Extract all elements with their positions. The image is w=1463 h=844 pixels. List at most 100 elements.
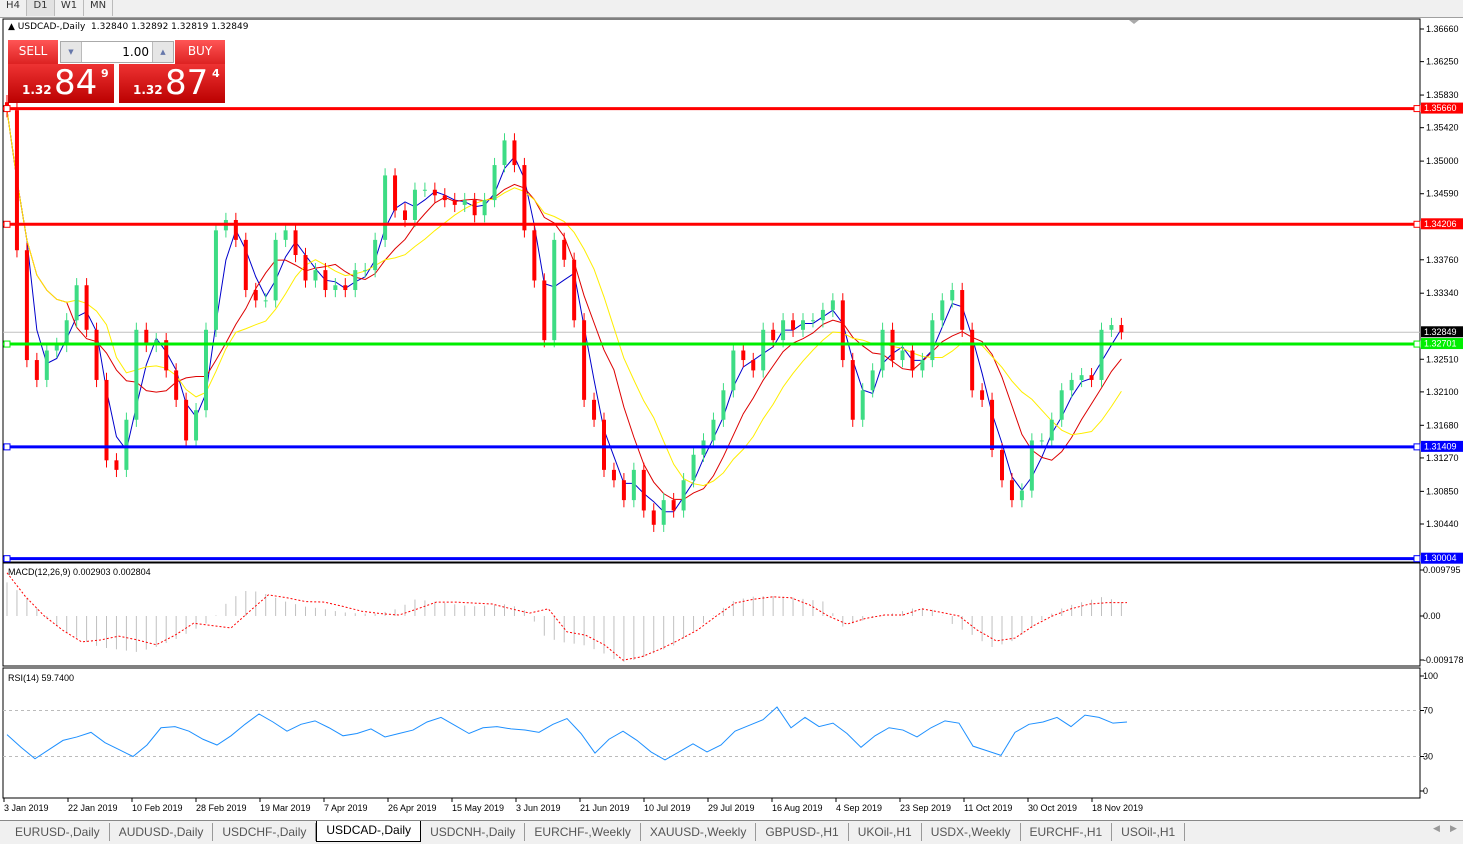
- sell-price-prefix: 1.32: [22, 83, 52, 97]
- candle: [204, 322, 208, 418]
- main-pane-frame: [2, 18, 1421, 563]
- candle-body: [661, 500, 666, 525]
- candle: [1019, 483, 1024, 508]
- candle: [512, 133, 517, 173]
- scroll-right-icon[interactable]: ▶: [1450, 824, 1457, 834]
- candle-body: [681, 480, 686, 511]
- price-tick-label: 1.34590: [1426, 189, 1459, 199]
- candle: [64, 313, 69, 353]
- candle: [303, 247, 308, 288]
- tab-usdx-weekly[interactable]: USDX-,Weekly: [922, 823, 1021, 841]
- chart-ohlc: 1.32840 1.32892 1.32819 1.32849: [91, 22, 249, 32]
- line-handle-icon: [1413, 340, 1421, 348]
- candle-body: [114, 460, 119, 470]
- candle-body: [532, 230, 537, 281]
- hline-price-tag: [1421, 338, 1463, 350]
- candle-body: [980, 390, 985, 400]
- price-tick-label: 1.31680: [1426, 420, 1459, 430]
- candle: [14, 103, 19, 258]
- tab-audusd-daily[interactable]: AUDUSD-,Daily: [110, 823, 214, 841]
- line-handle-icon: [1413, 105, 1421, 113]
- candle: [1009, 473, 1014, 508]
- tab-eurchf-weekly[interactable]: EURCHF-,Weekly: [525, 823, 641, 841]
- candle: [54, 337, 59, 358]
- candle: [243, 232, 248, 298]
- timeframe-d1[interactable]: D1: [27, 0, 55, 16]
- candle: [313, 262, 318, 288]
- candle: [651, 503, 656, 532]
- candle-body: [492, 165, 497, 201]
- candle-body: [64, 320, 69, 345]
- candle-body: [1119, 325, 1124, 333]
- candle-body: [1009, 480, 1014, 501]
- candle: [1029, 433, 1034, 498]
- buy-button[interactable]: BUY: [175, 40, 225, 64]
- candle-body: [1079, 375, 1084, 380]
- rsi-tick-label: 100: [1423, 671, 1438, 681]
- candle: [34, 352, 39, 388]
- candle: [582, 313, 587, 408]
- sell-price-fraction: 9: [101, 67, 109, 80]
- tab-gbpusd-h1[interactable]: GBPUSD-,H1: [756, 823, 849, 841]
- lot-size-stepper[interactable]: ▼ 1.00 ▲: [60, 41, 174, 63]
- candle-body: [1069, 379, 1074, 391]
- candle: [432, 182, 437, 203]
- candle: [1039, 433, 1044, 448]
- candle-body: [1109, 325, 1114, 330]
- candle: [880, 322, 885, 378]
- date-tick-label: 10 Feb 2019: [132, 803, 183, 813]
- candle: [900, 343, 905, 368]
- price-tick-label: 1.33340: [1426, 288, 1459, 298]
- candle-body: [840, 300, 845, 361]
- chart-shift-marker-icon: [1129, 20, 1139, 24]
- collapse-arrow-icon[interactable]: ▲: [8, 22, 15, 32]
- tab-xauusd-weekly[interactable]: XAUUSD-,Weekly: [641, 823, 757, 841]
- tab-usdcnh-daily[interactable]: USDCNH-,Daily: [421, 823, 526, 841]
- candle: [542, 273, 547, 348]
- increase-lot-icon[interactable]: ▲: [152, 42, 173, 62]
- candle-body: [582, 320, 587, 400]
- candle-body: [940, 300, 945, 321]
- candle-body: [1029, 440, 1034, 491]
- price-tick-label: 1.36250: [1426, 57, 1459, 67]
- candle: [323, 262, 328, 298]
- candle-body: [154, 340, 159, 345]
- date-tick-label: 10 Jul 2019: [644, 803, 691, 813]
- tab-eurusd-daily[interactable]: EURUSD-,Daily: [6, 823, 110, 841]
- lot-size-input[interactable]: 1.00: [122, 45, 149, 59]
- scroll-left-icon[interactable]: ◀: [1433, 824, 1440, 834]
- decrease-lot-icon[interactable]: ▼: [61, 42, 82, 62]
- candle: [452, 192, 457, 213]
- candle: [383, 168, 388, 248]
- timeframe-mn[interactable]: MN: [84, 0, 113, 16]
- hline-price-label: 1.34206: [1424, 219, 1457, 229]
- ma-slow-line: [6, 110, 1122, 487]
- candle: [472, 192, 477, 223]
- tab-usdchf-daily[interactable]: USDCHF-,Daily: [213, 823, 317, 841]
- price-tick-label: 1.33760: [1426, 255, 1459, 265]
- timeframe-h4[interactable]: H4: [0, 0, 27, 16]
- sell-price[interactable]: 1.32 84 9: [8, 64, 114, 103]
- candle: [671, 492, 676, 518]
- tab-ukoil-h1[interactable]: UKOil-,H1: [849, 823, 922, 841]
- candle: [920, 352, 925, 378]
- line-handle-icon: [3, 220, 11, 228]
- candle-body: [263, 300, 268, 302]
- price-chart[interactable]: 1.36660 1.36250 1.35830 1.35420 1.35000 1.345…: [0, 0, 1463, 820]
- timeframe-w1[interactable]: W1: [55, 0, 84, 16]
- hline-price-label: 1.31409: [1424, 441, 1457, 451]
- candle: [980, 383, 985, 408]
- tab-usoil-h1[interactable]: USOil-,H1: [1112, 823, 1186, 841]
- candle-body: [850, 360, 855, 420]
- candle-body: [562, 239, 567, 260]
- sell-button[interactable]: SELL: [8, 40, 58, 64]
- tab-usdcad-daily[interactable]: USDCAD-,Daily: [316, 821, 422, 842]
- candle-body: [194, 410, 199, 441]
- candle: [154, 332, 159, 353]
- candle: [492, 157, 497, 208]
- candle-body: [24, 250, 29, 361]
- candle-body: [134, 329, 139, 420]
- tab-eurchf-h1[interactable]: EURCHF-,H1: [1021, 823, 1113, 841]
- candle: [24, 243, 29, 368]
- buy-price[interactable]: 1.32 87 4: [119, 64, 225, 103]
